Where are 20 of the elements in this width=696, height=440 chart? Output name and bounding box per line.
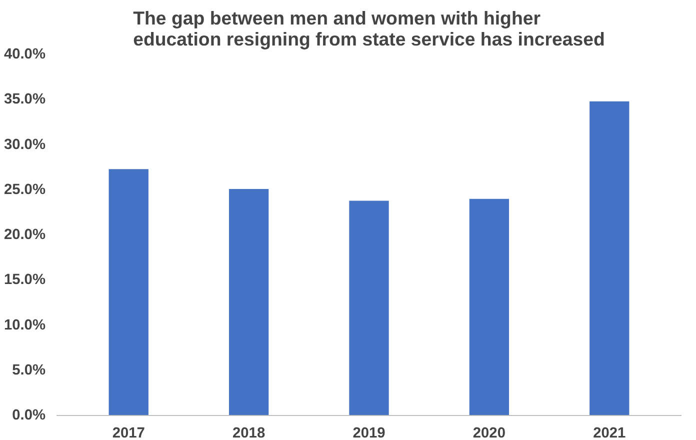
x-tick-label: 2021 bbox=[593, 426, 626, 440]
bar bbox=[349, 200, 389, 416]
y-tick-label: 10.0% bbox=[4, 317, 46, 334]
bar bbox=[469, 198, 510, 416]
y-tick-label: 15.0% bbox=[4, 272, 46, 288]
y-tick-label: 0.0% bbox=[12, 408, 46, 424]
bar bbox=[228, 188, 269, 416]
chart-title: The gap between men and women with higher education resigning from state service has increased bbox=[133, 8, 605, 50]
bar bbox=[108, 169, 148, 416]
y-tick-label: 25.0% bbox=[4, 182, 46, 198]
y-tick-label: 20.0% bbox=[4, 227, 46, 243]
x-tick-label: 2018 bbox=[232, 426, 266, 440]
y-tick-label: 35.0% bbox=[4, 92, 46, 108]
x-tick-label: 2017 bbox=[112, 426, 145, 440]
bar bbox=[590, 101, 630, 416]
x-tick-label: 2019 bbox=[352, 426, 386, 440]
y-tick-label: 5.0% bbox=[12, 362, 46, 378]
x-tick-label: 2020 bbox=[472, 426, 506, 440]
y-tick-label: 40.0% bbox=[4, 46, 46, 62]
y-tick-label: 30.0% bbox=[4, 136, 46, 153]
